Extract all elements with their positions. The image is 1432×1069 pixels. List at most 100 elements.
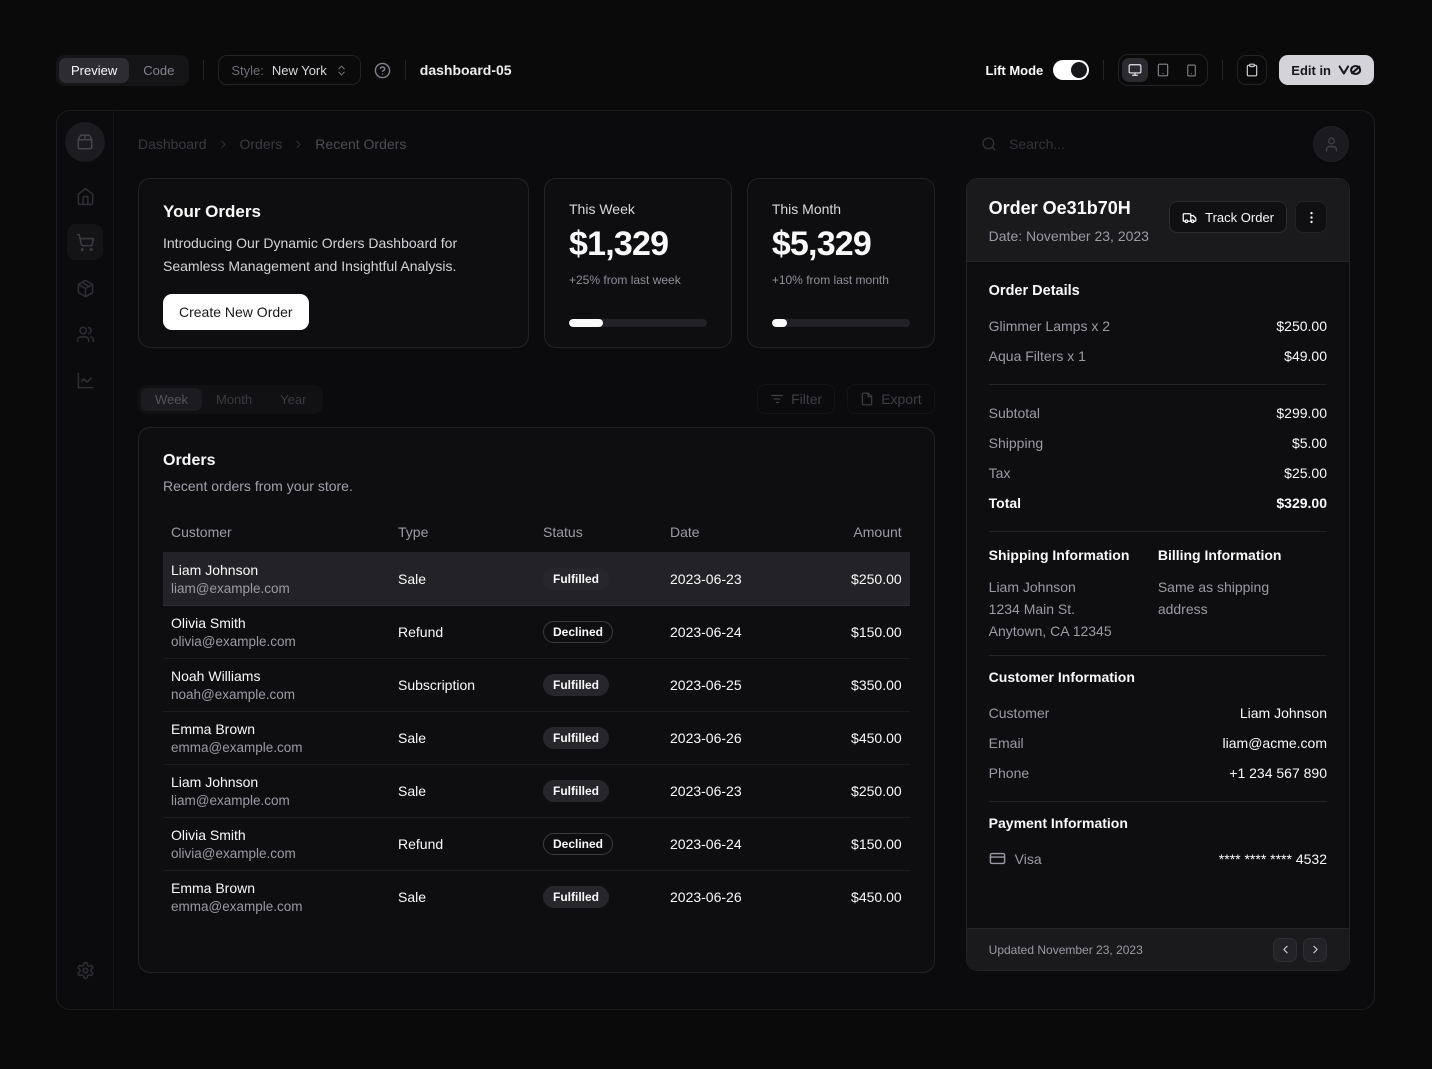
package2-icon (76, 133, 94, 151)
chevron-left-icon (1279, 943, 1292, 956)
order-type: Refund (390, 605, 535, 659)
dashboard-preview: Dashboard Orders Recent Orders Your Orde… (56, 110, 1375, 1010)
order-type: Sale (390, 764, 535, 818)
table-row[interactable]: Emma Brown emma@example.com Sale Fulfille… (163, 871, 910, 924)
summary-amount: $329.00 (1276, 495, 1327, 511)
orders-table-card: Orders Recent orders from your store. Cu… (138, 427, 935, 973)
tab-month[interactable]: Month (202, 388, 266, 411)
order-details-heading: Order Details (988, 283, 1080, 299)
sidebar-item-dashboard[interactable] (67, 178, 103, 214)
chevrons-up-down-icon (335, 64, 348, 77)
tab-preview[interactable]: Preview (59, 57, 130, 83)
users-icon (76, 325, 95, 344)
monitor-icon (1128, 63, 1142, 77)
help-icon-button[interactable] (374, 62, 391, 79)
desktop-view-button[interactable] (1122, 58, 1149, 82)
customer-name: Emma Brown (171, 880, 256, 896)
stat-delta: +25% from last week (569, 273, 681, 287)
summary-amount: $5.00 (1291, 435, 1327, 451)
customer-name: Olivia Smith (171, 827, 246, 843)
list-item: Shipping $5.00 (989, 428, 1327, 458)
info-label: Phone (988, 765, 1030, 781)
list-item: Subtotal $299.00 (989, 398, 1327, 428)
sidebar-item-settings[interactable] (67, 952, 103, 988)
truck-icon (1182, 210, 1197, 225)
store-logo (65, 122, 105, 162)
order-pagination (1273, 937, 1327, 962)
table-row[interactable]: Olivia Smith olivia@example.com Refund De… (163, 817, 910, 871)
your-orders-card: Your Orders Introducing Our Dynamic Orde… (138, 178, 529, 348)
filter-label: Filter (791, 391, 823, 407)
package-icon (76, 279, 95, 298)
summary-amount: $299.00 (1276, 405, 1327, 421)
toggle-knob (1071, 62, 1088, 78)
separator (988, 655, 1327, 656)
user-menu-avatar[interactable] (1313, 126, 1349, 162)
tab-code[interactable]: Code (131, 58, 186, 83)
table-row[interactable]: Liam Johnson liam@example.com Sale Fulfil… (163, 764, 910, 818)
table-row[interactable]: Noah Williams noah@example.com Subscripti… (163, 658, 910, 712)
summary-amount: $25.00 (1284, 465, 1327, 481)
edit-in-v0-button[interactable]: Edit in (1279, 55, 1374, 85)
filter-button[interactable]: Filter (757, 384, 836, 414)
lift-mode-toggle[interactable] (1053, 60, 1090, 80)
previous-order-button[interactable] (1273, 937, 1297, 962)
search-icon (981, 136, 997, 152)
edit-in-v0-label: Edit in (1291, 62, 1331, 78)
search-box (981, 135, 1301, 153)
shipping-info-section: Shipping Information Liam Johnson 1234 M… (989, 545, 1158, 642)
status-badge: Fulfilled (543, 727, 609, 749)
line-chart-icon (76, 371, 95, 390)
sidebar-item-customers[interactable] (67, 316, 103, 352)
next-order-button[interactable] (1303, 937, 1327, 962)
progress-fill (771, 319, 787, 327)
tab-week[interactable]: Week (141, 387, 202, 411)
order-amount: $250.00 (797, 764, 910, 818)
order-type: Sale (390, 711, 535, 765)
create-new-order-button[interactable]: Create New Order (163, 293, 309, 330)
shipping-line: 1234 Main St. (988, 601, 1076, 617)
info-value: liam@acme.com (1222, 735, 1327, 751)
order-amount: $350.00 (797, 658, 910, 712)
summary-label: Subtotal (988, 405, 1041, 421)
card-number: **** **** **** 4532 (1218, 850, 1327, 867)
separator (988, 801, 1327, 802)
breadcrumb-dashboard[interactable]: Dashboard (138, 136, 207, 152)
this-week-card: This Week $1,329 +25% from last week (544, 178, 732, 348)
your-orders-title: Your Orders (163, 202, 261, 221)
breadcrumb-orders[interactable]: Orders (239, 136, 283, 152)
divider (203, 60, 205, 80)
info-value: Liam Johnson (1239, 705, 1327, 721)
circle-help-icon (374, 62, 391, 79)
tab-year[interactable]: Year (266, 388, 320, 411)
list-item: Phone +1 234 567 890 (989, 758, 1327, 788)
orders-table: Customer Type Status Date Amount Liam Jo… (163, 516, 910, 923)
order-menu-button[interactable] (1295, 201, 1327, 233)
sidebar-item-products[interactable] (67, 270, 103, 306)
table-row[interactable]: Emma Brown emma@example.com Sale Fulfille… (163, 711, 910, 765)
table-header-row: Customer Type Status Date Amount (163, 516, 910, 553)
preview-toolbar: Preview Code Style: New York dashboard-0… (56, 54, 1374, 86)
track-order-button[interactable]: Track Order (1169, 201, 1287, 233)
status-badge: Declined (543, 833, 614, 855)
shipping-line: Liam Johnson (988, 579, 1076, 595)
style-select[interactable]: Style: New York (218, 55, 361, 85)
item-name: Aqua Filters x 1 (988, 348, 1086, 364)
table-row[interactable]: Olivia Smith olivia@example.com Refund De… (163, 605, 910, 659)
table-row[interactable]: Liam Johnson liam@example.com Sale Fulfil… (163, 552, 910, 606)
summary-label: Total (988, 495, 1022, 511)
order-type: Sale (390, 552, 535, 606)
tablet-icon (1156, 63, 1170, 77)
orders-title: Orders (163, 452, 216, 469)
stat-value: $5,329 (771, 225, 872, 263)
tablet-view-button[interactable] (1150, 58, 1176, 82)
export-button[interactable]: Export (847, 384, 935, 414)
sidebar-item-analytics[interactable] (67, 362, 103, 398)
copy-code-button[interactable] (1237, 55, 1268, 85)
search-input[interactable] (1007, 135, 1301, 153)
stat-label: This Week (569, 201, 635, 217)
status-badge: Declined (543, 621, 614, 643)
your-orders-description: Introducing Our Dynamic Orders Dashboard… (163, 235, 458, 274)
sidebar-item-orders[interactable] (67, 224, 103, 260)
mobile-view-button[interactable] (1178, 58, 1204, 82)
